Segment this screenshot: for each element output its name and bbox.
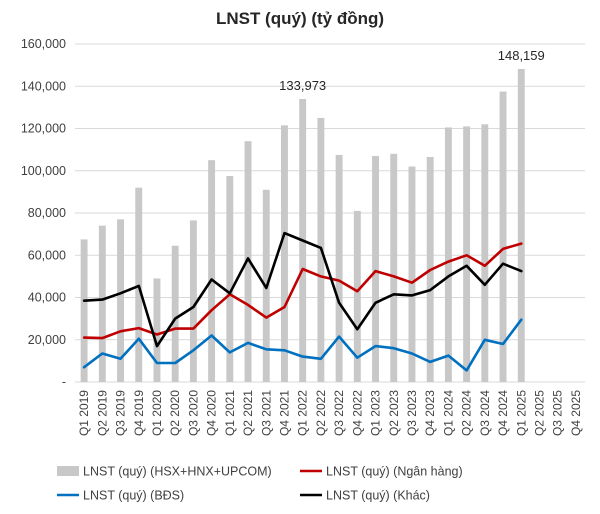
y-tick-label: 20,000: [28, 333, 66, 347]
bar: [372, 155, 379, 382]
x-tick-label: Q1 2022: [296, 390, 310, 436]
series-line: [82, 242, 523, 340]
y-tick-label: 60,000: [28, 248, 66, 262]
legend-label: LNST (quý) (BĐS): [83, 489, 184, 503]
y-tick-label: 40,000: [28, 291, 66, 305]
bar: [444, 127, 452, 382]
x-tick-label: Q1 2023: [369, 390, 383, 436]
data-label: 148,159: [498, 48, 545, 63]
x-tick-label: Q4 2020: [205, 390, 219, 436]
bar: [481, 124, 489, 383]
bar: [353, 210, 361, 382]
legend-swatch: [57, 466, 79, 476]
bar: [499, 91, 507, 382]
bar: [171, 245, 179, 382]
x-tick-label: Q4 2019: [132, 390, 146, 436]
y-tick-label: 100,000: [21, 164, 66, 178]
x-tick-label: Q3 2019: [114, 390, 128, 436]
x-tick-label: Q3 2020: [186, 390, 200, 436]
y-tick-label: 80,000: [28, 206, 66, 220]
x-tick-label: Q2 2025: [532, 390, 546, 436]
x-tick-label: Q4 2022: [350, 390, 364, 436]
legend-label: LNST (quý) (HSX+HNX+UPCOM): [83, 465, 272, 479]
bar: [80, 239, 88, 382]
legend: LNST (quý) (HSX+HNX+UPCOM) LNST (quý) (Ng…: [57, 465, 463, 503]
x-tick-label: Q3 2022: [332, 390, 346, 436]
series-line: [82, 231, 523, 348]
bar: [153, 278, 161, 382]
chart-title: LNST (quý) (tỷ đồng): [216, 9, 384, 28]
legend-label: LNST (quý) (Khác): [326, 489, 430, 503]
x-axis-ticks: Q1 2019 Q2 2019 Q3 2019 Q4 2019 Q1 2020 Q2 20…: [77, 390, 583, 436]
x-tick-label: Q1 2020: [150, 390, 164, 436]
bar: [226, 176, 234, 382]
x-tick-label: Q1 2021: [223, 390, 237, 436]
x-tick-label: Q3 2023: [405, 390, 419, 436]
x-tick-label: Q3 2025: [551, 390, 565, 436]
bar: [281, 125, 288, 383]
bar: [335, 154, 343, 382]
bar: [244, 141, 252, 382]
x-tick-label: Q2 2024: [460, 390, 474, 436]
y-tick-label: 160,000: [21, 37, 66, 51]
y-tick-label: 120,000: [21, 122, 66, 136]
x-tick-label: Q2 2021: [241, 390, 255, 436]
x-tick-label: Q4 2025: [569, 390, 583, 436]
x-tick-label: Q4 2023: [423, 390, 437, 436]
bar: [517, 69, 525, 383]
y-tick-label: 140,000: [21, 79, 66, 93]
bar: [189, 220, 197, 382]
x-tick-label: Q1 2019: [77, 390, 91, 436]
bar: [98, 225, 106, 382]
y-axis-ticks: - 20,000 40,000 60,000 80,000 100,000 120,000 1…: [21, 37, 66, 389]
x-tick-label: Q2 2020: [168, 390, 182, 436]
x-tick-label: Q3 2024: [478, 390, 492, 436]
x-tick-label: Q4 2021: [277, 390, 291, 436]
series-line: [82, 318, 523, 372]
x-tick-label: Q3 2021: [259, 390, 273, 436]
x-tick-label: Q2 2019: [95, 390, 109, 436]
data-label: 133,973: [279, 78, 326, 93]
y-tick-label: -: [62, 375, 66, 389]
x-tick-label: Q1 2024: [441, 390, 455, 436]
x-tick-label: Q2 2022: [314, 390, 328, 436]
legend-label: LNST (quý) (Ngân hàng): [326, 465, 463, 479]
bar-series: [80, 69, 525, 383]
annotations: 133,973 148,159: [279, 48, 545, 93]
bar: [408, 166, 416, 382]
x-tick-label: Q2 2023: [387, 390, 401, 436]
x-tick-label: Q1 2025: [514, 390, 528, 436]
bar: [390, 153, 398, 382]
x-tick-label: Q4 2024: [496, 390, 510, 436]
bar: [117, 219, 124, 382]
bar: [208, 160, 216, 382]
line-series: [82, 231, 523, 372]
